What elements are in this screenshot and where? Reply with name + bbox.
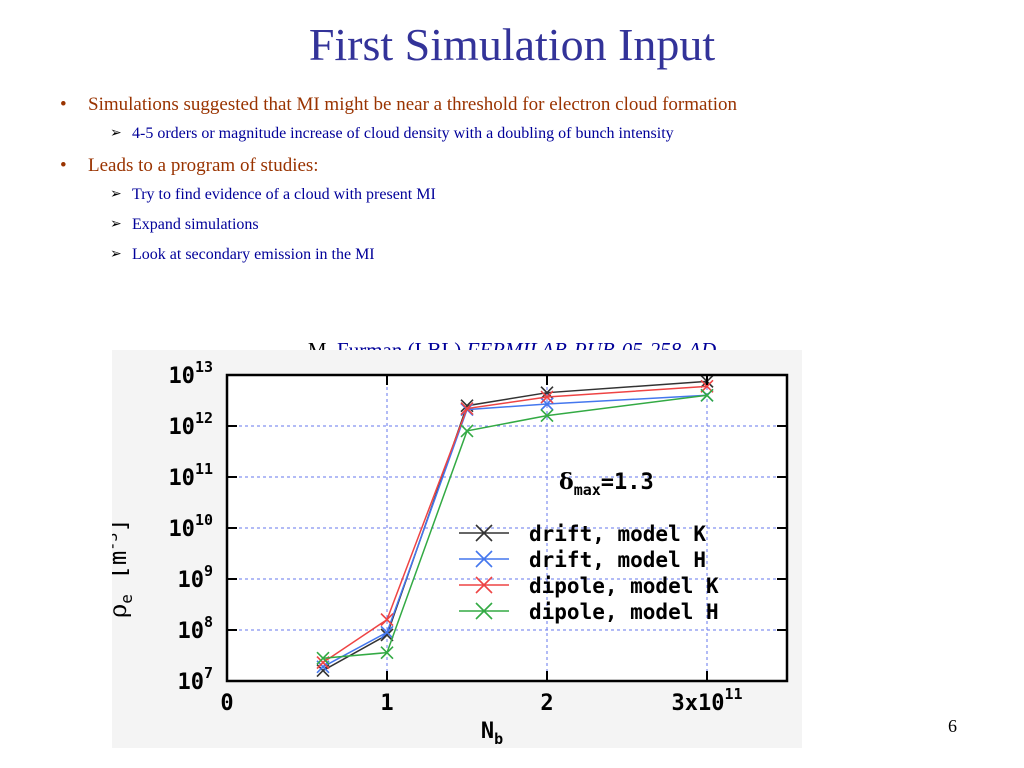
bullet-dot-icon: • <box>60 94 67 115</box>
bullet-text: Simulations suggested that MI might be n… <box>88 94 738 115</box>
arrow-bullet-icon: ➢ <box>110 247 122 262</box>
y-axis-label: ρe [m-3] <box>112 518 136 618</box>
y-axis-ticks: 1013 1012 1011 1010 109 108 107 <box>168 358 787 695</box>
y-tick-label: 1011 <box>168 460 213 491</box>
plot-area <box>227 375 787 681</box>
y-tick-label: 108 <box>177 613 213 644</box>
arrow-bullet-icon: ➢ <box>110 187 122 202</box>
y-tick-label: 1010 <box>168 511 213 542</box>
legend-marker <box>475 576 493 594</box>
legend-label: dipole, model K <box>529 574 719 598</box>
series-dipole-model-k <box>316 379 714 670</box>
bullet-item: • Leads to a program of studies: <box>60 155 990 177</box>
data-point-marker <box>380 625 394 639</box>
x-tick-label: 1 <box>380 691 393 716</box>
x-axis-ticks: 0 1 2 3x1011 <box>220 375 743 716</box>
sub-bullet-text: Try to find evidence of a cloud with pre… <box>132 186 436 203</box>
grid-lines <box>227 375 787 681</box>
sub-bullet-item: ➢ Look at secondary emission in the MI <box>60 246 990 264</box>
arrow-bullet-icon: ➢ <box>110 217 122 232</box>
x-axis-label: Nb <box>481 719 503 748</box>
y-tick-label: 1012 <box>168 409 213 440</box>
data-point-marker <box>380 613 394 627</box>
y-tick-label: 1013 <box>168 358 213 389</box>
sub-bullet-item: ➢ Try to find evidence of a cloud with p… <box>60 186 990 204</box>
slide-title: First Simulation Input <box>308 19 716 70</box>
data-point-marker <box>700 388 714 402</box>
legend-label: dipole, model H <box>529 600 719 624</box>
sub-bullet-text: Expand simulations <box>132 216 259 233</box>
data-point-marker <box>460 424 474 438</box>
sub-bullet-item: ➢ Expand simulations <box>60 216 990 234</box>
arrow-bullet-icon: ➢ <box>110 126 122 141</box>
series-layer <box>316 374 714 678</box>
x-tick-label: 2 <box>540 691 553 716</box>
data-point-marker <box>316 651 330 665</box>
series-dipole-model-h <box>316 388 714 665</box>
y-tick-label: 109 <box>177 562 213 593</box>
legend-label: drift, model K <box>529 522 706 546</box>
y-tick-label: 107 <box>177 664 213 695</box>
bullet-text: Leads to a program of studies: <box>88 155 319 176</box>
bullet-dot-icon: • <box>60 155 67 176</box>
sub-bullet-text: Look at secondary emission in the MI <box>132 246 375 263</box>
electron-cloud-density-chart: 1013 1012 1011 1010 109 108 107 0 1 2 3x1011 ρe [… <box>112 350 802 748</box>
data-point-marker <box>380 646 394 660</box>
legend-marker <box>475 550 493 568</box>
legend-label: drift, model H <box>529 548 706 572</box>
data-point-marker <box>540 409 554 423</box>
x-tick-label: 0 <box>220 691 233 716</box>
legend-marker <box>475 524 493 542</box>
bullet-item: • Simulations suggested that MI might be… <box>60 94 990 116</box>
delta-max-annotation: δmax=1.3 <box>559 469 654 499</box>
bullet-list: • Simulations suggested that MI might be… <box>60 94 990 276</box>
data-point-marker <box>460 401 474 416</box>
sub-bullet-item: ➢ 4-5 orders or magnitude increase of cl… <box>60 125 990 143</box>
page-number: 6 <box>948 716 957 736</box>
x-tick-label: 3x1011 <box>671 685 742 716</box>
data-point-marker <box>380 628 394 642</box>
data-point-marker <box>540 390 554 404</box>
sub-bullet-text: 4-5 orders or magnitude increase of clou… <box>132 125 674 142</box>
legend-marker <box>475 602 493 620</box>
